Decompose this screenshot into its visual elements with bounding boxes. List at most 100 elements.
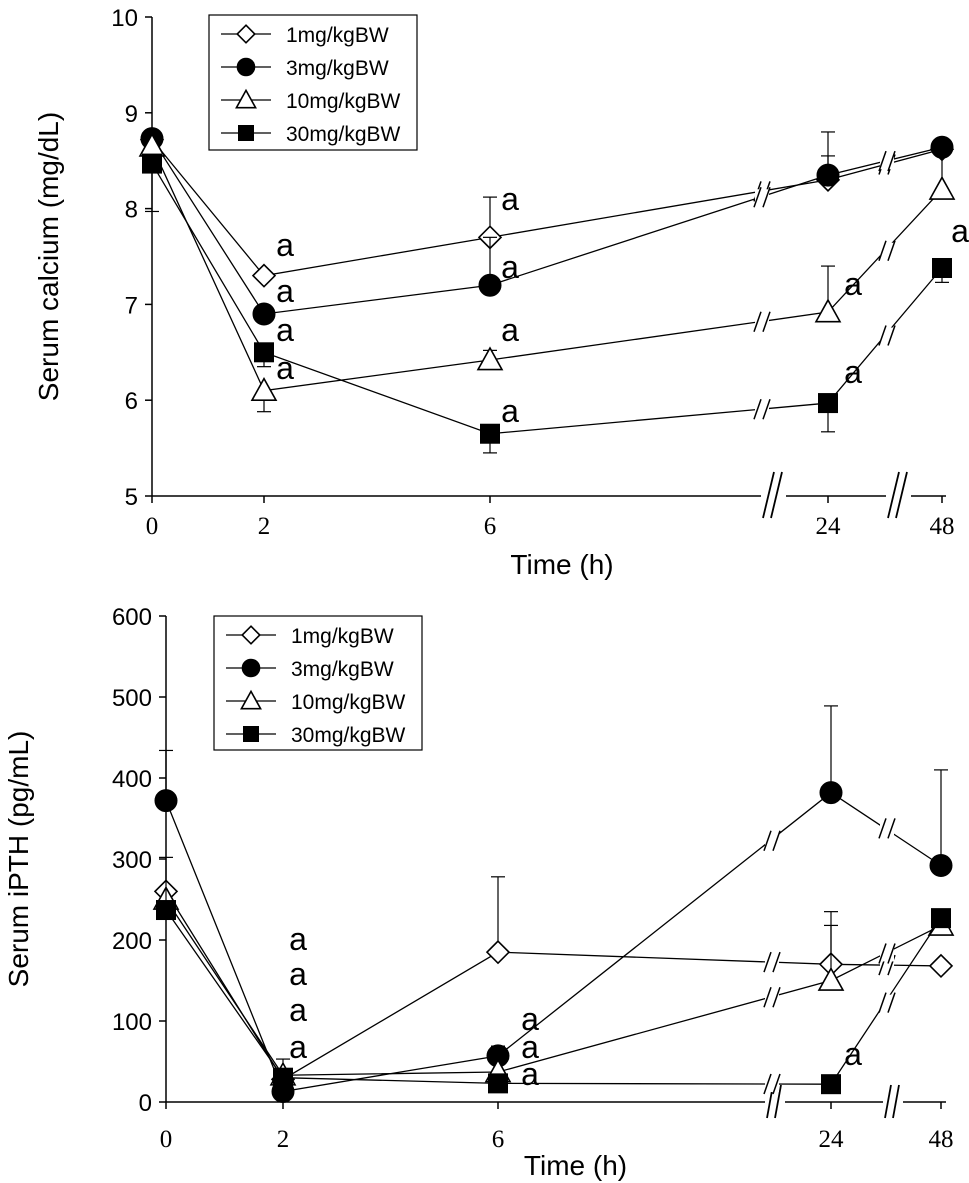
data-point [819,781,843,805]
data-point [818,393,838,414]
axis-break-gap [886,490,911,502]
axis-break-mark [895,471,908,519]
legend-marker [243,726,259,742]
y-tick-label: 600 [112,604,152,631]
x-tick-label: 6 [484,513,497,540]
significance-label: a [501,181,519,217]
series-open-triangle [138,132,956,413]
significance-label: a [276,227,294,263]
line-break-mark [772,1073,781,1095]
significance-label: a [289,921,307,957]
line-break-mark [763,987,772,1008]
x-tick-label: 2 [258,513,271,540]
significance-label: a [844,266,862,302]
y-axis-label: Serum iPTH (pg/mL) [3,731,34,988]
significance-label: a [501,312,519,348]
data-point [250,376,278,402]
line-break-mark [763,830,772,852]
y-tick-label: 8 [125,197,138,224]
axis-break-gap [765,1096,785,1108]
x-axis-label: Time (h) [510,549,613,580]
significance-label: a [521,1029,539,1065]
data-point [252,302,276,326]
line-break-mark [878,240,887,261]
x-tick-label: 2 [277,1126,290,1153]
y-tick-label: 200 [112,928,152,955]
data-point [928,953,954,979]
series-line [165,909,942,1085]
line-break-mark [753,398,762,420]
y-tick-label: 6 [125,388,138,415]
data-point [932,257,952,278]
legend-marker [241,658,261,678]
line-break-mark [878,943,887,964]
legend-label: 10mg/kgBW [291,691,406,714]
series-line [151,139,943,277]
y-tick-label: 10 [111,5,138,32]
legend-marker [241,625,261,645]
axis-break-gap [761,490,786,502]
significance-label: a [844,1036,862,1072]
legend: 1mg/kgBW 3mg/kgBW 10mg/kgBW 30mg/kgBW [208,14,418,151]
x-tick-label: 48 [929,1126,954,1153]
line-break-mark [762,398,771,420]
line-break-mark [772,951,781,973]
line-break-mark [878,818,887,839]
x-tick-label: 24 [819,1126,845,1153]
y-tick-label: 500 [112,685,152,712]
series-filled-circle [154,705,953,1103]
legend-label: 3mg/kgBW [291,658,394,681]
significance-label: a [844,354,862,390]
significance-label: a [521,1001,539,1037]
line-break-mark [878,150,887,172]
legend-marker [236,24,256,44]
y-axis-label: Serum calcium (mg/dL) [33,112,64,401]
significance-label: a [289,1029,307,1065]
data-point [251,263,277,288]
axis-break-mark [762,471,775,519]
chart-panel-1: 5 6 7 8 9 10 0 2 6 24 48 Time (h) Serum calcium (mg/… [33,5,969,580]
legend-label: 1mg/kgBW [286,24,389,47]
series-filled-circle [140,127,954,326]
data-point [156,900,176,921]
data-point [488,1073,508,1094]
legend-label: 1mg/kgBW [291,625,394,648]
legend-marker [238,125,254,141]
data-point [142,153,162,174]
line-break-mark [878,325,887,346]
line-break-mark [772,987,781,1008]
data-point [254,342,274,363]
axis-break-mark [770,471,783,519]
x-tick-label: 0 [146,513,159,540]
data-point [814,298,842,323]
data-point [476,346,504,371]
y-tick-label: 7 [125,292,138,319]
data-point [817,966,845,991]
series-open-diamond [139,127,955,288]
significance-label: a [276,350,294,386]
significance-label: a [951,213,969,249]
y-tick-label: 0 [139,1090,152,1117]
series-filled-square [156,856,951,1095]
legend-marker [235,88,257,109]
y-tick-label: 9 [125,101,138,128]
legend-label: 30mg/kgBW [291,724,406,747]
line-break-mark [887,992,896,1013]
axis-break-mark [892,1084,900,1119]
y-tick-label: 400 [112,766,152,793]
line-break-mark [887,325,896,346]
data-point [931,908,951,929]
x-tick-label: 0 [160,1126,173,1153]
chart-panel-2: 0 100 200 300 400 500 600 0 2 6 24 48 Time (h) Serum … [3,604,955,1181]
significance-label: a [289,956,307,992]
significance-label: a [521,1056,539,1092]
data-point [816,163,840,187]
data-point [478,273,502,297]
line-break-mark [887,150,896,172]
x-tick-label: 24 [816,513,842,540]
line-break-mark [762,186,771,208]
data-point [273,1067,293,1088]
legend-label: 10mg/kgBW [286,90,401,113]
line-break-mark [753,311,762,332]
